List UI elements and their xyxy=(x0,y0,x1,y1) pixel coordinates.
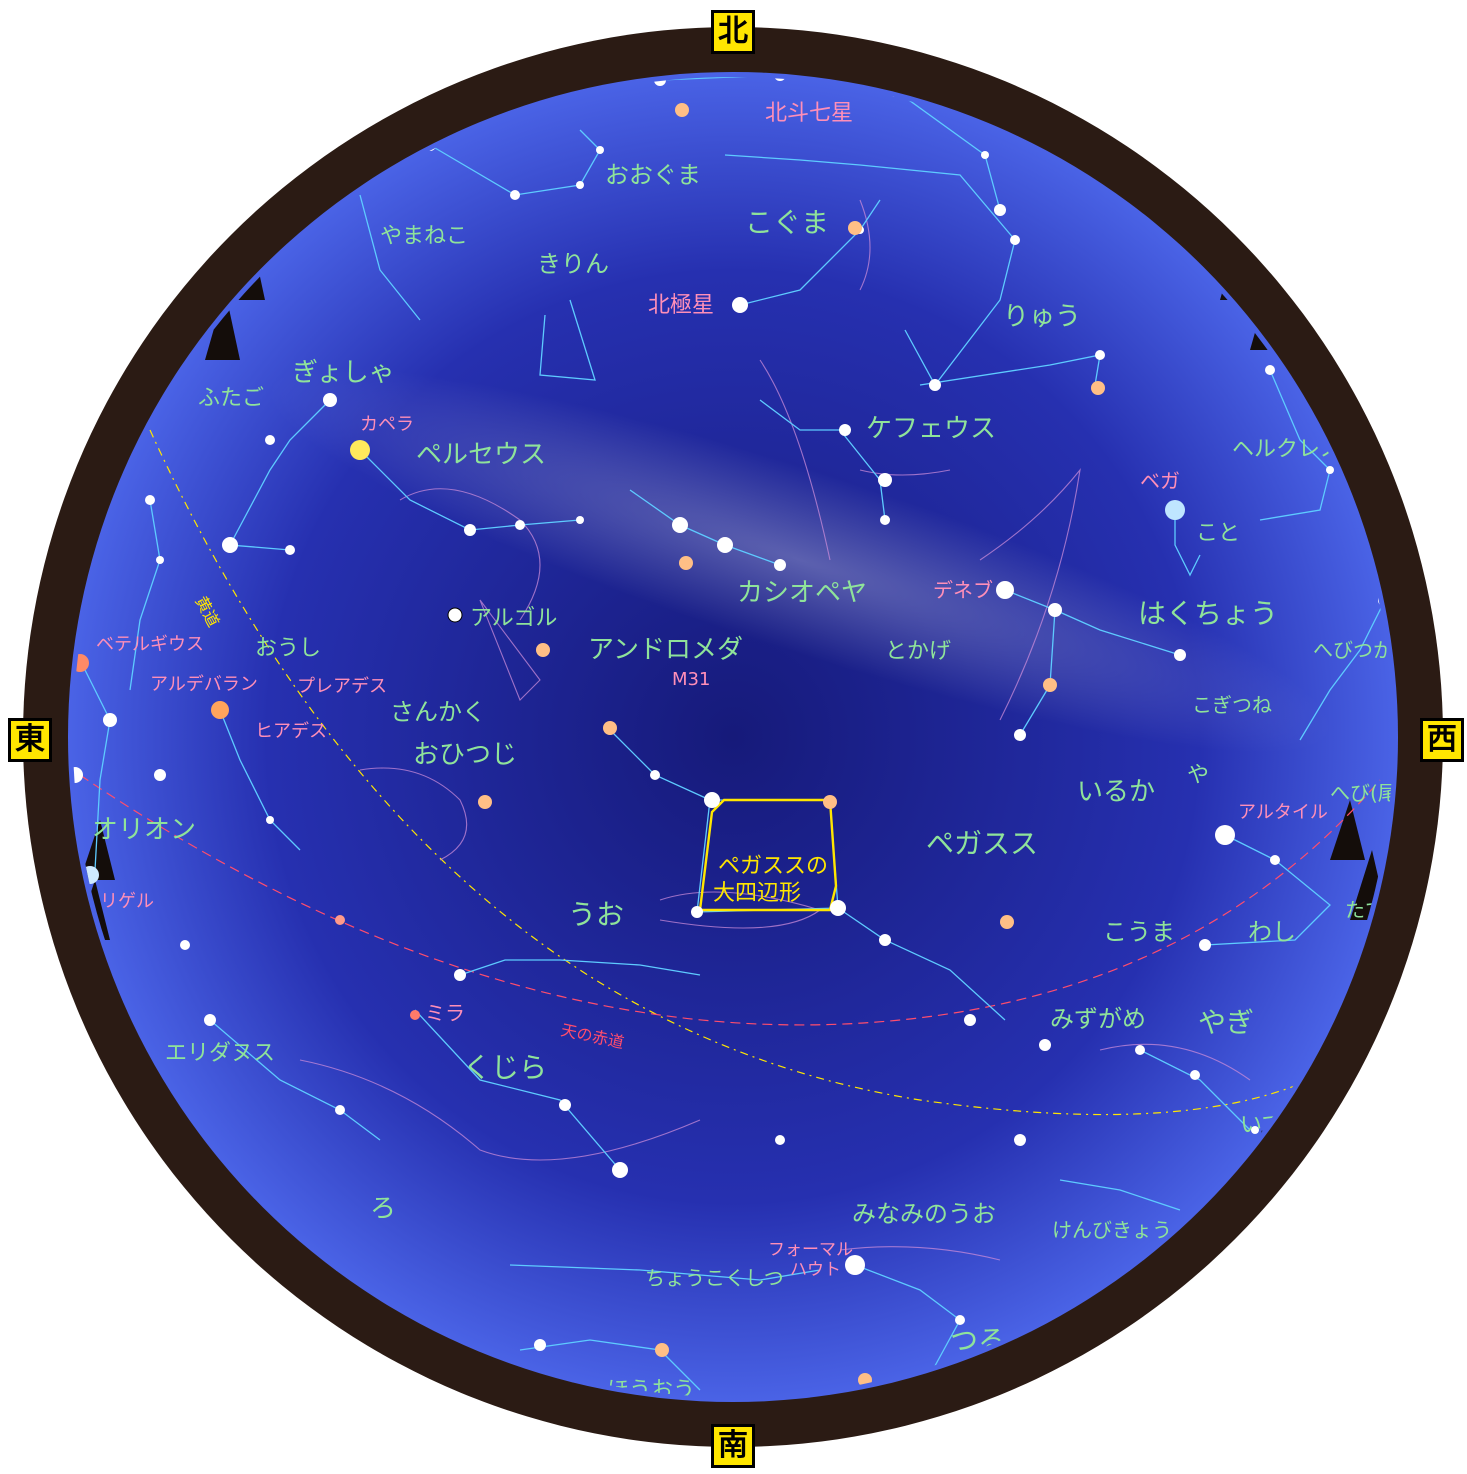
label-taurus: おうし xyxy=(255,636,321,661)
capella-star xyxy=(350,440,370,460)
label-hyades: ヒアデス xyxy=(255,721,327,742)
orange-star-1 xyxy=(675,103,689,117)
label-big-dipper: 北斗七星 xyxy=(765,101,853,126)
label-gemini: ふたご xyxy=(198,386,264,411)
label-mira: ミラ xyxy=(425,1001,465,1025)
orange-star-5 xyxy=(603,721,617,735)
orange-star-11 xyxy=(655,1343,669,1357)
label-vulpecula: こぎつね xyxy=(1192,693,1272,717)
label-pleiades: プレアデス xyxy=(297,676,387,697)
label-andromeda: アンドロメダ xyxy=(588,635,743,665)
orange-star-9 xyxy=(1000,915,1014,929)
label-betelgeuse: ベテルギウス xyxy=(96,634,204,655)
label-lacerta: とかげ xyxy=(885,639,951,664)
label-cetus: くじら xyxy=(463,1051,547,1084)
label-orion: オリオン xyxy=(92,815,196,845)
vega-star xyxy=(1165,500,1185,520)
label-aries: おひつじ xyxy=(413,740,517,770)
label-fornax: ろ xyxy=(370,1194,396,1224)
label-rigel: リゲル xyxy=(100,891,154,912)
label-camelopardalis: きりん xyxy=(537,250,609,278)
south-marker: 南 xyxy=(711,1424,755,1468)
label-pegasus: ペガスス xyxy=(926,827,1038,860)
label-aquarius: みずがめ xyxy=(1050,1005,1146,1033)
label-triangulum: さんかく xyxy=(390,698,486,726)
label-deneb: デネブ xyxy=(933,578,993,602)
orange-star-6 xyxy=(823,795,837,809)
mira-star xyxy=(410,1010,420,1020)
label-lyra: こと xyxy=(1196,521,1240,546)
label-ursa-minor: こぐま xyxy=(745,206,829,239)
orange-star-2 xyxy=(848,221,862,235)
label-great-square-line1: ペガススの xyxy=(718,854,828,879)
label-altair: アルタイル xyxy=(1238,802,1328,823)
orange-star-4 xyxy=(536,643,550,657)
label-capella: カペラ xyxy=(360,414,414,435)
label-cepheus: ケフェウス xyxy=(866,414,996,444)
label-polaris: 北極星 xyxy=(648,293,714,318)
label-pisces: うお xyxy=(568,898,624,931)
label-piscis-austrinus: みなみのうお xyxy=(852,1200,996,1228)
label-delphinus: いるか xyxy=(1077,777,1155,807)
label-aldebaran: アルデバラン xyxy=(150,674,258,695)
altair-star xyxy=(1215,825,1235,845)
orange-star-13 xyxy=(335,915,345,925)
label-cygnus: はくちょう xyxy=(1138,597,1278,630)
label-auriga: ぎょしゃ xyxy=(292,358,395,388)
label-lynx: やまねこ xyxy=(380,224,468,249)
west-marker: 西 xyxy=(1420,718,1464,762)
label-m31: M31 xyxy=(672,669,710,690)
label-draco: りゅう xyxy=(1003,302,1081,332)
label-great-square-line2: 大四辺形 xyxy=(713,881,801,906)
label-sagitta: や xyxy=(1187,763,1209,788)
label-equuleus: こうま xyxy=(1103,918,1175,946)
orange-star-10 xyxy=(679,556,693,570)
label-aquila: わし xyxy=(1248,918,1296,946)
label-perseus: ペルセウス xyxy=(416,440,546,470)
label-capricornus: やぎ xyxy=(1198,1006,1254,1039)
deneb-star xyxy=(996,581,1014,599)
label-ursa-major: おおぐま xyxy=(605,161,701,189)
orange-star-7 xyxy=(478,795,492,809)
label-sculptor: ちょうこくしつ xyxy=(645,1266,784,1290)
aldebaran-star xyxy=(211,701,229,719)
label-fomalhaut-2: ハウト xyxy=(790,1260,841,1280)
orange-star-3 xyxy=(1091,381,1105,395)
label-vega: ベガ xyxy=(1140,469,1180,493)
label-microscopium: けんびきょう xyxy=(1052,1218,1172,1242)
label-eridanus: エリダヌス xyxy=(165,1041,275,1066)
orange-star-8 xyxy=(1043,678,1057,692)
east-marker: 東 xyxy=(8,718,52,762)
label-fomalhaut-1: フォーマル xyxy=(768,1240,853,1260)
north-marker: 北 xyxy=(711,10,755,54)
algol-star xyxy=(448,608,462,622)
label-cassiopeia: カシオペヤ xyxy=(737,578,867,608)
label-algol: アルゴル xyxy=(470,606,557,631)
